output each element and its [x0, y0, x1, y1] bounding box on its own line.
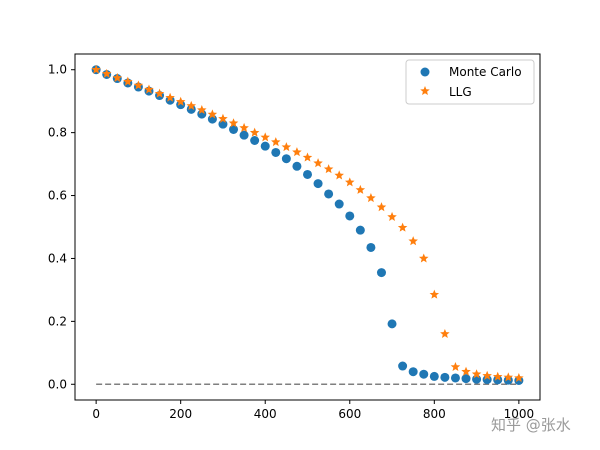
legend: Monte Carlo LLG [405, 59, 535, 105]
llg-point-12 [218, 113, 228, 123]
x-tick-label-400: 400 [254, 407, 277, 421]
x-tick-label-800: 800 [423, 407, 446, 421]
legend-label-llg: LLG [449, 85, 472, 99]
monte-carlo-point-15 [250, 136, 260, 145]
monte-carlo-point-21 [313, 179, 323, 189]
llg-point-13 [228, 118, 239, 128]
llg-point-2 [112, 72, 123, 82]
llg-point-3 [123, 76, 133, 86]
y-tick-label-3: 0.6 [48, 189, 67, 203]
llg-point-37 [482, 370, 492, 380]
llg-point-22 [323, 164, 334, 174]
monte-carlo-point-29 [398, 361, 408, 371]
monte-carlo-point-34 [450, 373, 460, 383]
llg-point-40 [514, 372, 524, 383]
llg-point-34 [450, 361, 461, 372]
llg-point-38 [492, 371, 503, 381]
y-tick-label-2: 0.4 [48, 251, 67, 265]
monte-carlo-point-33 [440, 372, 450, 382]
llg-point-6 [154, 88, 165, 98]
monte-carlo-point-23 [334, 199, 344, 209]
monte-carlo-point-16 [260, 141, 270, 151]
y-tick-label-0: 0.0 [48, 377, 67, 391]
llg-point-7 [165, 92, 175, 102]
llg-point-19 [292, 147, 302, 157]
llg-point-18 [281, 142, 292, 152]
monte-carlo-point-28 [387, 319, 397, 329]
llg-point-23 [334, 170, 344, 180]
monte-carlo-point-27 [376, 268, 386, 278]
llg-point-31 [418, 253, 429, 263]
monte-carlo-point-18 [281, 154, 291, 164]
llg-point-1 [101, 68, 112, 78]
monte-carlo-point-13 [229, 124, 239, 134]
llg-point-26 [366, 193, 376, 203]
monte-carlo-point-26 [366, 242, 376, 252]
llg-point-29 [397, 222, 408, 232]
monte-carlo-point-32 [429, 371, 439, 381]
x-tick-label-1000: 1000 [504, 407, 535, 421]
x-tick-label-200: 200 [169, 407, 192, 421]
monte-carlo-point-30 [408, 367, 418, 377]
llg-point-28 [387, 211, 397, 221]
monte-carlo-point-39 [503, 375, 513, 385]
monte-carlo-point-9 [186, 104, 196, 114]
llg-point-5 [144, 84, 154, 94]
y-tick-label-1: 0.2 [48, 314, 67, 328]
monte-carlo-point-19 [292, 161, 302, 171]
llg-point-35 [461, 366, 471, 376]
llg-point-0 [91, 64, 101, 74]
monte-carlo-point-22 [324, 189, 334, 199]
llg-point-20 [302, 152, 313, 162]
legend-marker-llg [420, 86, 430, 96]
llg-point-16 [260, 132, 270, 142]
llg-point-9 [186, 100, 197, 110]
monte-carlo-point-25 [355, 225, 365, 235]
y-tick-label-4: 0.8 [48, 126, 67, 140]
llg-point-24 [345, 177, 355, 187]
legend-label-monte-carlo: Monte Carlo [449, 65, 522, 79]
monte-carlo-point-14 [239, 130, 249, 140]
monte-carlo-point-35 [461, 374, 471, 384]
x-tick-label-600: 600 [338, 407, 361, 421]
llg-point-27 [376, 202, 387, 212]
monte-carlo-point-8 [176, 100, 186, 110]
monte-carlo-point-24 [345, 211, 355, 221]
llg-point-10 [197, 104, 207, 115]
llg-point-21 [313, 158, 323, 168]
llg-point-39 [503, 372, 514, 382]
legend-marker-monte-carlo [420, 67, 430, 77]
llg-point-33 [440, 328, 450, 338]
monte-carlo-point-38 [493, 375, 503, 385]
llg-point-30 [408, 236, 418, 246]
llg-point-15 [249, 127, 260, 137]
monte-carlo-point-31 [419, 369, 429, 379]
llg-point-8 [175, 96, 186, 106]
monte-carlo-point-20 [303, 169, 312, 179]
plot-area-frame [74, 53, 541, 401]
llg-point-11 [207, 109, 218, 119]
llg-point-17 [271, 137, 281, 147]
legend-box [405, 59, 535, 105]
y-tick-label-5: 1.0 [48, 63, 67, 77]
llg-point-14 [239, 122, 249, 132]
llg-point-36 [471, 369, 482, 379]
monte-carlo-point-17 [271, 147, 281, 157]
llg-point-25 [355, 184, 366, 194]
x-tick-label-0: 0 [92, 407, 100, 421]
llg-point-4 [133, 80, 144, 90]
llg-point-32 [429, 289, 440, 299]
watermark: 知乎 @张水 [491, 416, 571, 434]
